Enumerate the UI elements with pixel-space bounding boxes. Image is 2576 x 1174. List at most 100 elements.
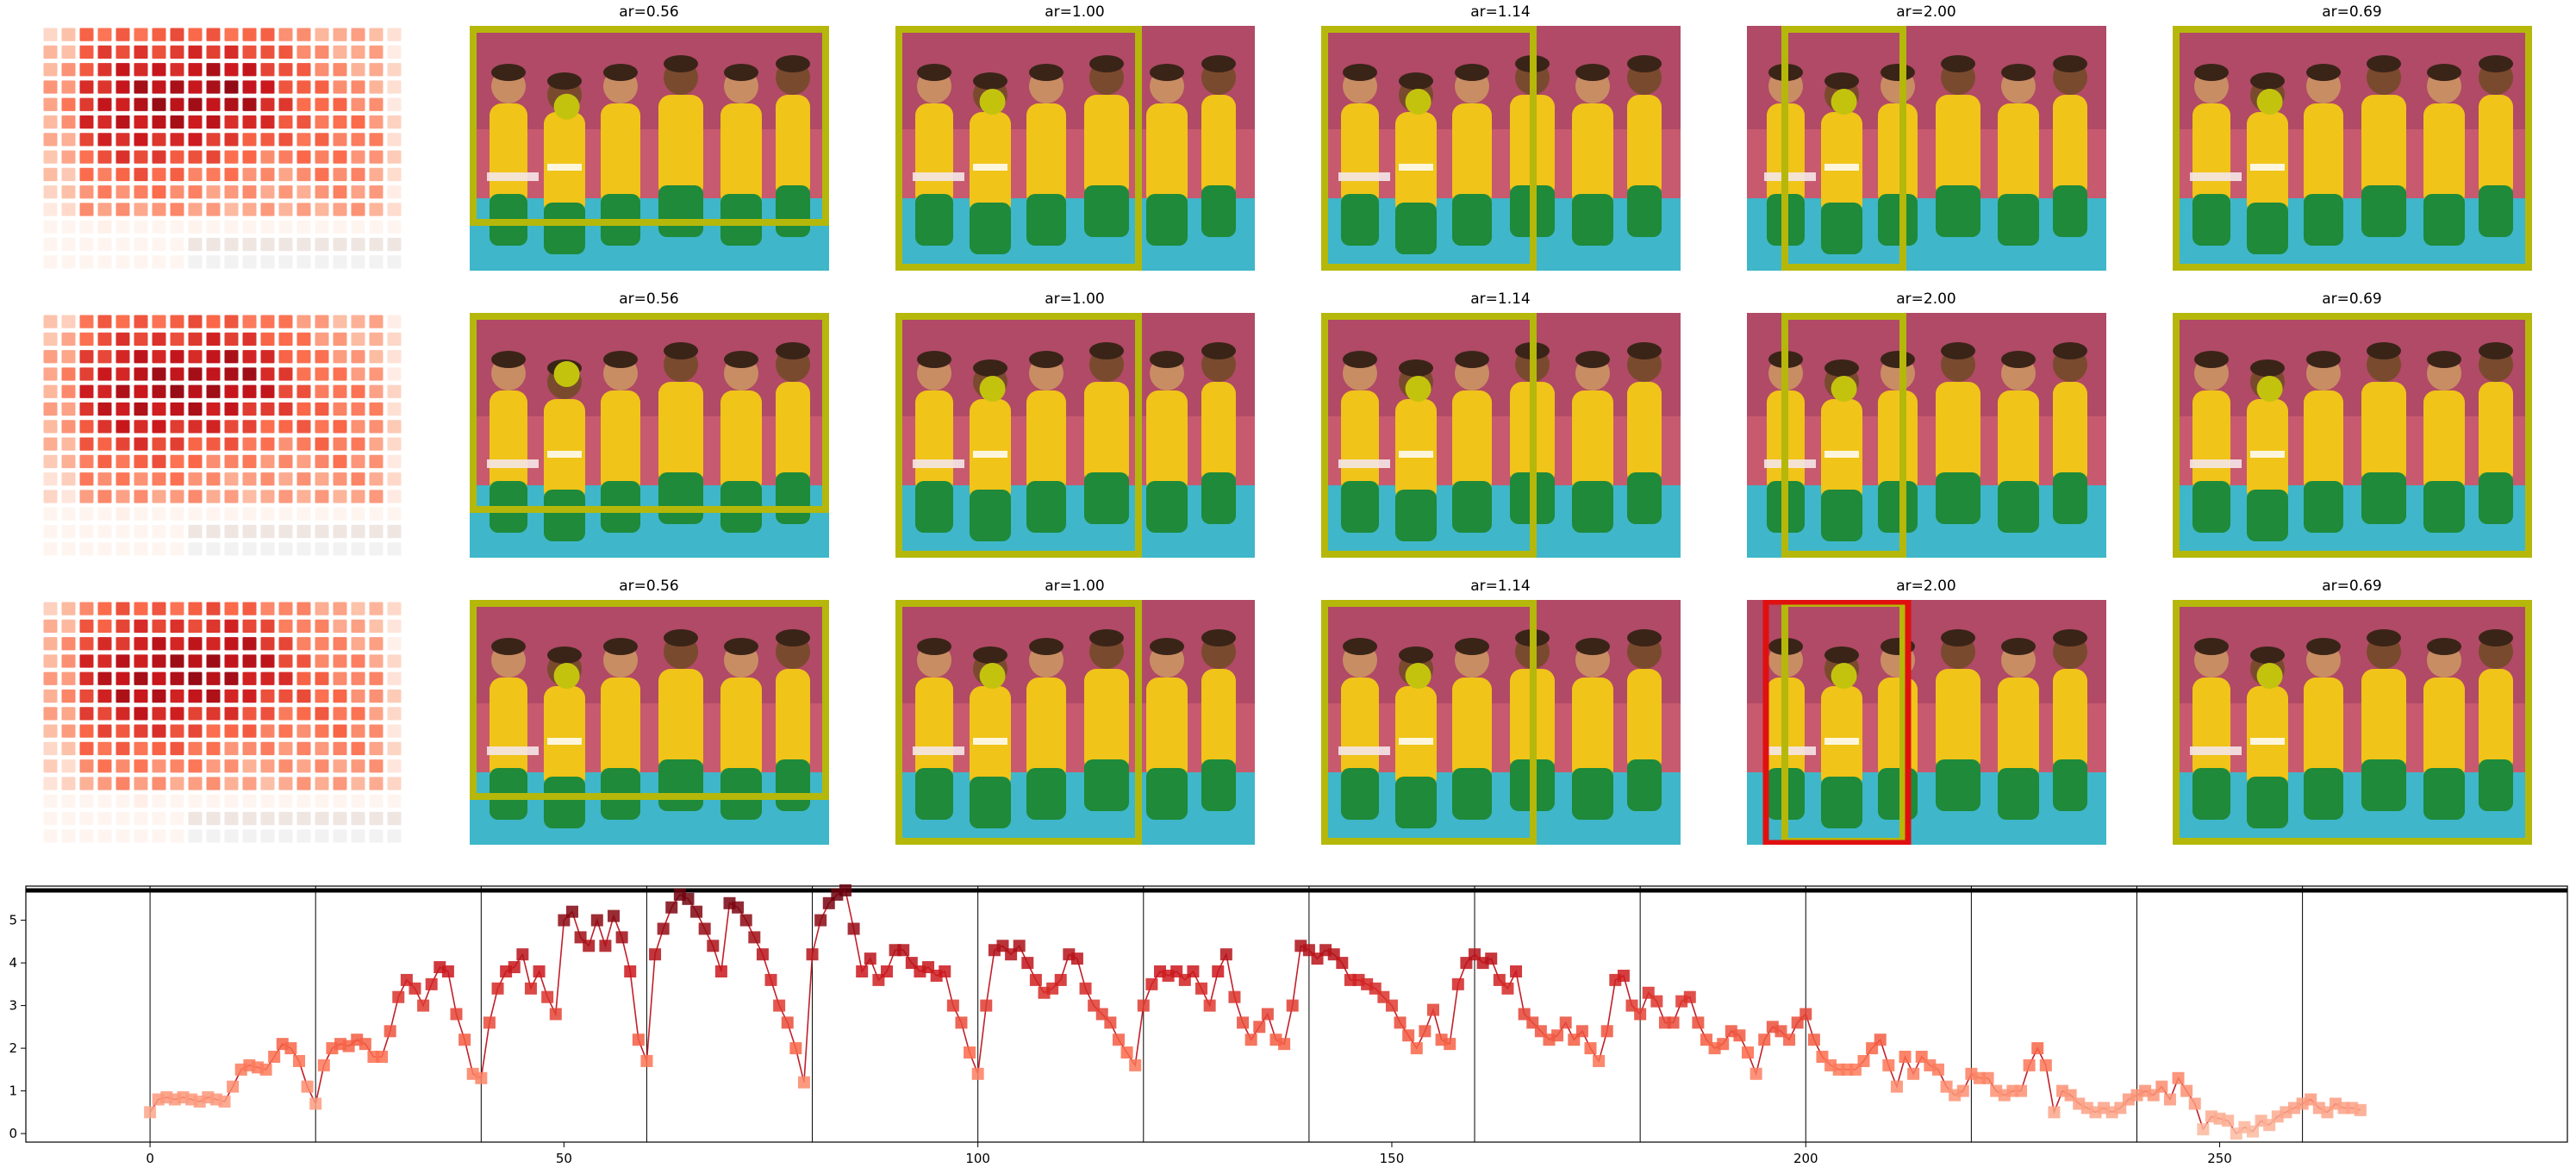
heatmap-cell — [224, 741, 239, 756]
heatmap-cell — [387, 490, 402, 503]
data-point — [144, 1106, 157, 1119]
heatmap-cell — [296, 724, 311, 738]
heatmap-cell — [260, 402, 275, 416]
data-point — [881, 965, 894, 977]
heatmap-cell — [351, 63, 365, 77]
data-point — [409, 982, 421, 995]
heatmap-cell — [79, 150, 94, 164]
heatmap-cell — [296, 829, 311, 843]
heatmap-cell — [260, 490, 275, 503]
data-point — [971, 1067, 984, 1080]
heatmap-cell — [206, 602, 221, 615]
heatmap-cell — [242, 220, 257, 234]
heatmap-cell — [115, 150, 130, 164]
data-point — [1907, 1067, 1920, 1080]
heatmap-cell — [278, 185, 293, 199]
data-point — [1617, 969, 1630, 982]
heatmap-cell — [152, 829, 166, 843]
photo-panel — [895, 313, 1255, 558]
heatmap-cell — [369, 707, 384, 721]
heatmap-cell — [242, 350, 257, 364]
heatmap-cell — [242, 671, 257, 685]
heatmap-cell — [242, 741, 257, 756]
panel-title: ar=1.00 — [1045, 290, 1105, 308]
heatmap-cell — [206, 777, 221, 790]
heatmap-cell — [260, 332, 275, 347]
heatmap-cell — [97, 367, 112, 381]
data-point — [608, 909, 621, 922]
heatmap-cell — [170, 490, 184, 503]
heatmap-cell — [152, 454, 166, 469]
photo-panel — [1747, 313, 2106, 558]
heatmap-cell — [152, 724, 166, 738]
heatmap-cell — [296, 350, 311, 364]
heatmap-cell — [79, 707, 94, 721]
heatmap-cell — [188, 654, 203, 668]
heatmap-cell — [260, 794, 275, 808]
data-point — [549, 1008, 562, 1021]
heatmap-cell — [61, 97, 76, 111]
heatmap-cell — [387, 741, 402, 756]
heatmap-cell — [115, 80, 130, 94]
heatmap-cell — [97, 350, 112, 364]
heatmap-cell — [369, 63, 384, 77]
data-point — [980, 999, 993, 1012]
focus-dot — [553, 663, 580, 690]
heatmap-cell — [369, 220, 384, 234]
heatmap-cell — [278, 507, 293, 521]
heatmap-cell — [61, 384, 76, 398]
data-point — [524, 982, 537, 995]
heatmap-cell — [296, 367, 311, 381]
heatmap-cell — [134, 220, 148, 234]
data-point — [541, 990, 554, 1003]
heatmap-cell — [369, 203, 384, 216]
heatmap-cell — [333, 80, 347, 94]
heatmap-cell — [278, 777, 293, 790]
heatmap-cell — [387, 237, 402, 252]
heatmap-cell — [260, 602, 275, 615]
heatmap-cell — [242, 542, 257, 556]
heatmap-cell — [333, 602, 347, 615]
heatmap-cell — [115, 724, 130, 738]
heatmap-cell — [387, 777, 402, 790]
heatmap-cell — [97, 45, 112, 59]
heatmap-cell — [79, 63, 94, 77]
heatmap-cell — [387, 332, 402, 347]
heatmap-cell — [97, 237, 112, 252]
heatmap-cell — [115, 542, 130, 556]
heatmap-cell — [315, 437, 329, 451]
heatmap-cell — [315, 829, 329, 843]
crop-box — [1781, 313, 1906, 558]
heatmap-cell — [97, 759, 112, 773]
heatmap-cell — [188, 524, 203, 539]
heatmap-cell — [206, 420, 221, 434]
heatmap-cell — [170, 255, 184, 269]
heatmap-cell — [296, 654, 311, 668]
heatmap-cell — [170, 542, 184, 556]
heatmap-cell — [224, 420, 239, 434]
data-point — [1261, 1008, 1274, 1021]
heatmap-cell — [152, 472, 166, 486]
heatmap-cell — [170, 185, 184, 199]
heatmap-cell — [115, 45, 130, 59]
heatmap-cell — [315, 671, 329, 685]
data-point — [516, 948, 529, 961]
heatmap-cell — [260, 689, 275, 703]
heatmap-cell — [43, 185, 58, 199]
heatmap-cell — [224, 490, 239, 503]
heatmap-cell — [315, 689, 329, 703]
data-point — [1336, 957, 1349, 970]
heatmap-cell — [369, 777, 384, 790]
heatmap-cell — [260, 829, 275, 843]
heatmap-cell — [115, 741, 130, 756]
heatmap-cell — [206, 185, 221, 199]
heatmap-cell — [97, 115, 112, 129]
heatmap-cell — [333, 420, 347, 434]
heatmap-cell — [351, 524, 365, 539]
heatmap-cell — [260, 203, 275, 216]
heatmap-cell — [79, 97, 94, 111]
heatmap-cell — [315, 524, 329, 539]
heatmap-cell — [351, 185, 365, 199]
panel-title: ar=0.56 — [619, 290, 679, 308]
heatmap-cell — [170, 472, 184, 486]
